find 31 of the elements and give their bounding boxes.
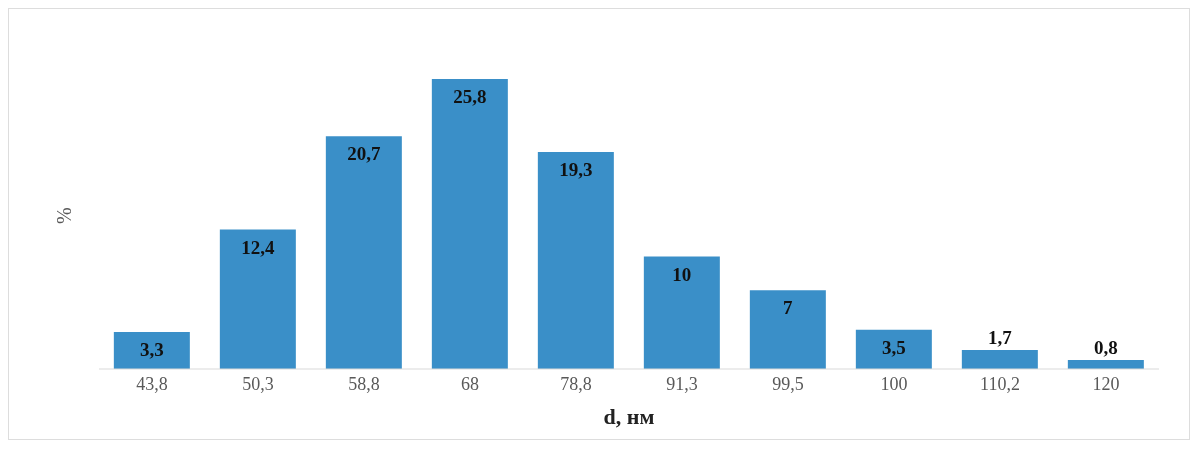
y-axis-title: % <box>53 207 76 224</box>
x-tick-label: 120 <box>1092 373 1120 394</box>
x-tick-label: 99,5 <box>772 373 804 394</box>
bar <box>325 136 402 369</box>
x-tick-label: 110,2 <box>980 373 1020 394</box>
data-label: 12,4 <box>241 236 275 258</box>
bar <box>537 152 614 369</box>
bar <box>855 329 932 369</box>
data-label: 3,3 <box>139 338 164 360</box>
x-axis-title: d, нм <box>603 404 655 429</box>
x-tick-label: 78,8 <box>560 373 592 394</box>
x-tick-label: 100 <box>880 373 908 394</box>
data-label: 19,3 <box>559 159 593 181</box>
bar <box>643 256 720 369</box>
x-tick-label: 58,8 <box>348 373 380 394</box>
bar <box>749 290 826 369</box>
data-label: 1,7 <box>987 326 1013 348</box>
data-label: 3,5 <box>881 336 906 358</box>
x-tick-label: 50,3 <box>242 373 274 394</box>
bar <box>961 349 1038 369</box>
x-tick-label: 43,8 <box>136 373 168 394</box>
x-tick-label: 68 <box>461 373 479 394</box>
bar <box>431 79 508 369</box>
data-label: 10 <box>672 263 692 285</box>
bar <box>219 229 296 369</box>
data-label: 7 <box>783 297 794 319</box>
bar <box>113 331 190 369</box>
data-label: 20,7 <box>347 143 381 165</box>
data-label: 25,8 <box>453 86 487 107</box>
x-tick-label: 91,3 <box>666 373 698 394</box>
data-label: 0,8 <box>1093 337 1118 359</box>
